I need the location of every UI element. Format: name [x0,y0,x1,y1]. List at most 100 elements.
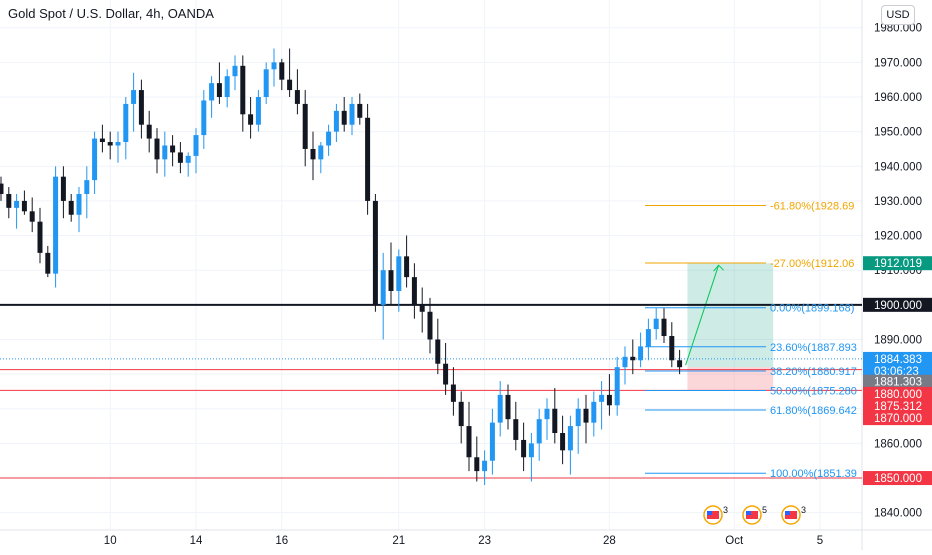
fib-level-label: 23.60%(1887.893 [770,342,857,354]
candle-body [37,221,43,253]
candle-body [669,336,675,361]
price-label-text: 1881.303 [874,377,922,389]
candle-body [294,90,300,104]
candle-body [653,318,659,330]
candle-body [450,384,456,402]
price-tick-label: 1950.000 [874,127,922,139]
time-tick-label: 16 [275,535,288,547]
candle-body [318,145,324,160]
candle-body [99,138,105,143]
candle-body [240,65,246,115]
price-label-bg [863,386,932,401]
projection-arrow [685,265,720,366]
candle-body [29,211,35,222]
price-label-text: 1850.000 [874,473,922,485]
candle-body [466,426,472,458]
candle-body [341,110,347,125]
candle-body [606,394,612,406]
price-tick-label: 1980.000 [874,23,922,35]
candle-body [84,180,90,194]
flag-stripes [746,511,758,519]
time-tick-label: 5 [817,535,823,547]
candle-body [6,193,12,208]
time-tick-label: Oct [725,535,744,547]
fib-level-label: 61.80%(1869.642 [770,405,857,417]
candle-body [279,62,285,80]
candle-body [216,83,222,97]
fib-level-label: 0.00%(1899.168) [770,303,854,315]
fib-level-label: 50.00%(1875.280 [770,385,857,397]
flag-stripes [785,511,797,519]
candle-body [138,90,144,125]
price-label-text: 1912.019 [874,258,922,270]
candle-body [0,183,4,194]
time-axis: 10 14 16 21 23 28 Oct 5 [104,535,823,547]
time-tick-label: 23 [478,535,491,547]
candle-body [435,339,441,364]
candle-body [162,145,168,160]
candle-body [427,311,433,340]
price-label-text: 1875.312 [874,401,922,413]
candle-body [185,155,191,163]
fib-level-label: 38.20%(1880.917 [770,366,857,378]
candle-body [302,103,308,149]
price-label-bg [863,398,932,413]
candle-body [170,145,176,153]
candle-body [177,152,183,163]
candle-body [575,408,581,427]
candle-body [536,419,542,444]
fib-level-label: -27.00%(1912.06 [770,258,854,270]
price-tick-label: 1940.000 [874,161,922,173]
price-label-text: 1884.383 [874,354,922,366]
price-labels: 1912.0191900.0001884.38303:06:231881.303… [863,256,932,486]
price-label-text: 1900.000 [874,300,922,312]
flag-canton [746,511,751,515]
candle-body [154,138,160,160]
candle-body [638,346,644,361]
fib-level-label: 100.00%(1851.39 [770,468,857,480]
candle-body [544,408,550,420]
candle-body [193,135,199,156]
candle-body [45,252,51,274]
candle-body [599,394,605,402]
candle-body [645,329,651,347]
candle-body [60,176,66,201]
time-tick-label: 28 [603,535,616,547]
candle-body [68,200,74,215]
candle-body [661,318,667,337]
price-tick-label: 1890.000 [874,334,922,346]
candle-body [419,304,425,312]
event-count: 3 [801,505,806,515]
candle-body [255,96,261,125]
candle-body [146,124,152,139]
candle-body [232,65,238,77]
price-tick-label: 1970.000 [874,57,922,69]
candle-body [310,148,316,160]
time-tick-label: 21 [392,535,405,547]
us-flag-icon-1: 3 [703,505,728,525]
candle-body [411,277,417,305]
flag-canton [707,511,712,515]
candle-body [115,142,121,146]
candle-body [567,426,573,451]
candle-body [474,457,480,472]
candle-body [521,439,527,458]
fib-level-label: -61.80%(1928.69 [770,200,854,212]
candle-body [528,443,534,458]
candle-body [497,394,503,423]
candle-body [248,114,254,125]
fib-retracement: -61.80%(1928.69 -27.00%(1912.06 0.00%(1899… [645,200,857,480]
price-label-bg [863,471,932,486]
us-flag-icon-2: 5 [742,505,767,525]
candle-body [357,103,363,118]
candle-body [326,131,332,146]
price-tick-label: 1840.000 [874,508,922,520]
projection-arrowhead [713,264,724,272]
price-label-text: 1880.000 [874,389,922,401]
candle-body [107,142,113,146]
candle-body [224,76,230,97]
currency-button[interactable]: USD [881,5,915,25]
position-tool [685,263,774,391]
